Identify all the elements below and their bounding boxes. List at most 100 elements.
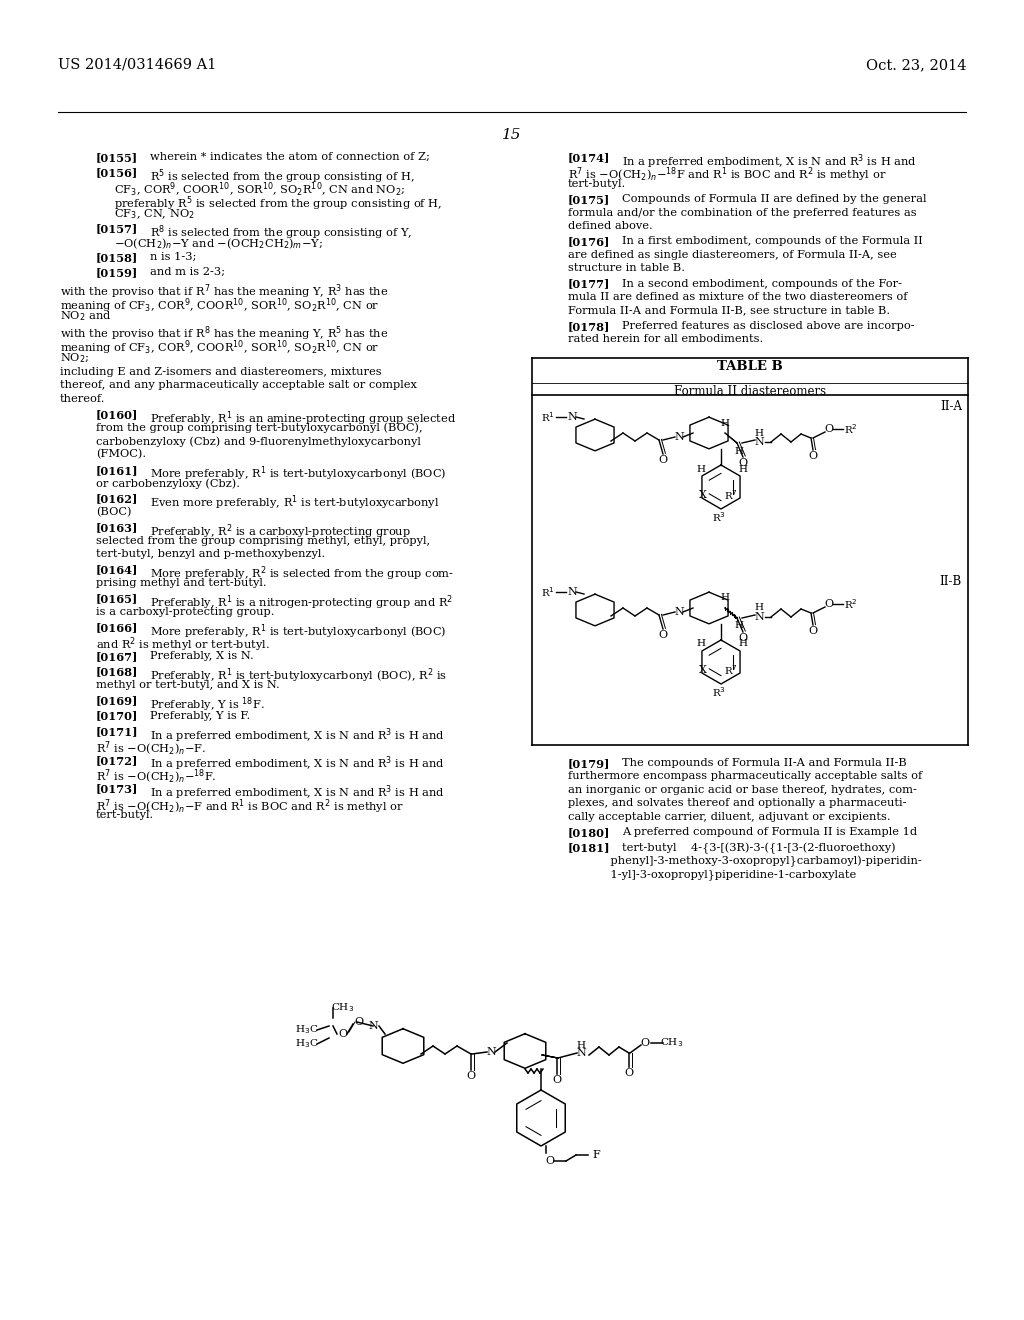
Text: H: H [721, 594, 729, 602]
Text: with the proviso that if R$^8$ has the meaning Y, R$^5$ has the: with the proviso that if R$^8$ has the m… [60, 325, 388, 343]
Text: R$^8$ is selected from the group consisting of Y,: R$^8$ is selected from the group consist… [150, 223, 412, 242]
Text: N: N [754, 612, 764, 622]
Text: X: X [699, 490, 707, 500]
Text: Even more preferably, R$^1$ is tert-butyloxycarbonyl: Even more preferably, R$^1$ is tert-buty… [150, 494, 439, 512]
Text: [0181]: [0181] [568, 842, 610, 854]
Text: O: O [546, 1156, 555, 1166]
Text: Preferably, Y is $^{18}$F.: Preferably, Y is $^{18}$F. [150, 696, 265, 714]
Text: H: H [755, 603, 764, 612]
Text: formula and/or the combination of the preferred features as: formula and/or the combination of the pr… [568, 207, 916, 218]
Text: [0180]: [0180] [568, 828, 610, 838]
Text: F: F [592, 1150, 600, 1160]
Text: 1-yl]-3-oxopropyl}piperidine-1-carboxylate: 1-yl]-3-oxopropyl}piperidine-1-carboxyla… [596, 869, 856, 880]
Text: tert-butyl    4-{3-[(3R)-3-({1-[3-(2-fluoroethoxy): tert-butyl 4-{3-[(3R)-3-({1-[3-(2-fluoro… [622, 842, 896, 854]
Text: R$^2$: R$^2$ [844, 597, 858, 611]
Text: N: N [567, 412, 577, 422]
Text: H: H [738, 639, 748, 648]
Text: wherein * indicates the atom of connection of Z;: wherein * indicates the atom of connecti… [150, 152, 430, 162]
Text: [0168]: [0168] [96, 667, 138, 677]
Text: [0176]: [0176] [568, 236, 610, 247]
Text: R$^7$ is $-$O(CH$_2$)$_n$$-$$^{18}$F.: R$^7$ is $-$O(CH$_2$)$_n$$-$$^{18}$F. [96, 768, 217, 787]
Text: [0158]: [0158] [96, 252, 138, 263]
Text: tert-butyl.: tert-butyl. [568, 178, 627, 189]
Text: N: N [486, 1047, 496, 1057]
Text: methyl or tert-butyl, and X is N.: methyl or tert-butyl, and X is N. [96, 680, 280, 690]
Text: (FMOC).: (FMOC). [96, 449, 146, 459]
Text: tert-butyl, benzyl and p-methoxybenzyl.: tert-butyl, benzyl and p-methoxybenzyl. [96, 549, 326, 560]
Text: 15: 15 [502, 128, 522, 143]
Text: R$^7$ is $-$O(CH$_2$)$_n$$-$F and R$^1$ is BOC and R$^2$ is methyl or: R$^7$ is $-$O(CH$_2$)$_n$$-$F and R$^1$ … [96, 797, 403, 816]
Text: mula II are defined as mixture of the two diastereomers of: mula II are defined as mixture of the tw… [568, 292, 907, 302]
Text: defined above.: defined above. [568, 220, 652, 231]
Text: n is 1-3;: n is 1-3; [150, 252, 197, 261]
Text: Oct. 23, 2014: Oct. 23, 2014 [865, 58, 966, 73]
Text: Preferably, X is N.: Preferably, X is N. [150, 651, 254, 661]
Text: II-B: II-B [940, 576, 962, 587]
Text: O: O [738, 634, 748, 643]
Text: [0160]: [0160] [96, 409, 138, 420]
Text: [0161]: [0161] [96, 465, 138, 475]
Text: an inorganic or organic acid or base thereof, hydrates, com-: an inorganic or organic acid or base the… [568, 785, 916, 795]
Text: [0169]: [0169] [96, 696, 138, 706]
Text: Preferably, R$^1$ is tert-butyloxycarbonyl (BOC), R$^2$ is: Preferably, R$^1$ is tert-butyloxycarbon… [150, 667, 447, 685]
Text: CH$_3$: CH$_3$ [660, 1036, 684, 1049]
Text: and R$^2$ is methyl or tert-butyl.: and R$^2$ is methyl or tert-butyl. [96, 636, 269, 655]
Text: O: O [354, 1016, 364, 1027]
Text: O: O [808, 626, 817, 636]
Text: More preferably, R$^2$ is selected from the group com-: More preferably, R$^2$ is selected from … [150, 565, 454, 583]
Text: In a first embodiment, compounds of the Formula II: In a first embodiment, compounds of the … [622, 236, 923, 247]
Text: Preferably, Y is F.: Preferably, Y is F. [150, 710, 250, 721]
Text: with the proviso that if R$^7$ has the meaning Y, R$^3$ has the: with the proviso that if R$^7$ has the m… [60, 282, 388, 301]
Text: In a preferred embodiment, X is N and R$^3$ is H and: In a preferred embodiment, X is N and R$… [150, 755, 444, 774]
Text: [0163]: [0163] [96, 523, 138, 533]
Text: prising methyl and tert-butyl.: prising methyl and tert-butyl. [96, 578, 266, 587]
Text: are defined as single diastereomers, of Formula II-A, see: are defined as single diastereomers, of … [568, 249, 897, 260]
Text: R$^7$ is $-$O(CH$_2$)$_n$$-$$^{18}$F and R$^1$ is BOC and R$^2$ is methyl or: R$^7$ is $-$O(CH$_2$)$_n$$-$$^{18}$F and… [568, 165, 887, 183]
Text: O: O [824, 424, 834, 434]
Text: [0166]: [0166] [96, 622, 138, 634]
Text: H$_3$C: H$_3$C [295, 1038, 318, 1051]
Text: R$^3$: R$^3$ [712, 510, 726, 524]
Text: The compounds of Formula II-A and Formula II-B: The compounds of Formula II-A and Formul… [622, 758, 906, 768]
Text: Preferred features as disclosed above are incorpo-: Preferred features as disclosed above ar… [622, 321, 914, 331]
Text: (BOC): (BOC) [96, 507, 131, 517]
Text: R$^7$: R$^7$ [724, 488, 738, 502]
Text: Formula II diastereomers: Formula II diastereomers [674, 385, 826, 399]
Text: N: N [567, 587, 577, 597]
Text: Preferably, R$^1$ is an amine-protecting group selected: Preferably, R$^1$ is an amine-protecting… [150, 409, 457, 428]
Text: H: H [696, 639, 706, 648]
Text: CF$_3$, CN, NO$_2$: CF$_3$, CN, NO$_2$ [114, 207, 195, 222]
Text: [0156]: [0156] [96, 168, 138, 178]
Text: US 2014/0314669 A1: US 2014/0314669 A1 [58, 58, 216, 73]
Text: plexes, and solvates thereof and optionally a pharmaceuti-: plexes, and solvates thereof and optiona… [568, 799, 906, 808]
Text: phenyl]-3-methoxy-3-oxopropyl}carbamoyl)-piperidin-: phenyl]-3-methoxy-3-oxopropyl}carbamoyl)… [596, 855, 922, 867]
Text: Preferably, R$^1$ is a nitrogen-protecting group and R$^2$: Preferably, R$^1$ is a nitrogen-protecti… [150, 594, 454, 612]
Text: II-A: II-A [940, 400, 962, 413]
Text: X: X [699, 665, 707, 675]
Text: R$^7$ is $-$O(CH$_2$)$_n$$-$F.: R$^7$ is $-$O(CH$_2$)$_n$$-$F. [96, 739, 206, 758]
Text: from the group comprising tert-butyloxycarbonyl (BOC),: from the group comprising tert-butyloxyc… [96, 422, 423, 433]
Text: More preferably, R$^1$ is tert-butyloxycarbonyl (BOC): More preferably, R$^1$ is tert-butyloxyc… [150, 622, 446, 640]
Text: structure in table B.: structure in table B. [568, 263, 685, 273]
Text: H: H [721, 418, 729, 428]
Text: O: O [658, 630, 668, 640]
Text: Compounds of Formula II are defined by the general: Compounds of Formula II are defined by t… [622, 194, 927, 205]
Text: H: H [577, 1040, 586, 1049]
Text: [0170]: [0170] [96, 710, 138, 722]
Text: [0178]: [0178] [568, 321, 610, 331]
Text: H: H [696, 465, 706, 474]
Text: In a preferred embodiment, X is N and R$^3$ is H and: In a preferred embodiment, X is N and R$… [150, 784, 444, 803]
Text: [0164]: [0164] [96, 565, 138, 576]
Text: R$^1$: R$^1$ [541, 585, 555, 599]
Text: O: O [824, 599, 834, 609]
Text: [0165]: [0165] [96, 594, 138, 605]
Text: More preferably, R$^1$ is tert-butyloxycarbonyl (BOC): More preferably, R$^1$ is tert-butyloxyc… [150, 465, 446, 483]
Text: preferably R$^5$ is selected from the group consisting of H,: preferably R$^5$ is selected from the gr… [114, 194, 442, 213]
Text: is a carboxyl-protecting group.: is a carboxyl-protecting group. [96, 607, 274, 616]
Text: [0173]: [0173] [96, 784, 138, 795]
Text: NO$_2$ and: NO$_2$ and [60, 309, 112, 323]
Text: [0171]: [0171] [96, 726, 138, 737]
Text: [0167]: [0167] [96, 651, 138, 663]
Text: H$_3$C: H$_3$C [295, 1023, 318, 1036]
Text: R$^1$: R$^1$ [541, 411, 555, 424]
